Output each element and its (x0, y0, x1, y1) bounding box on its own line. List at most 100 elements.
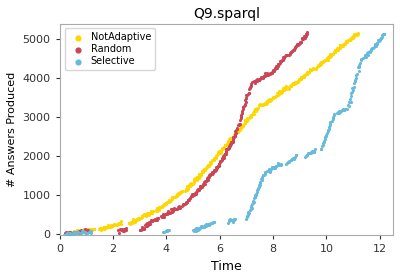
Point (302, 155, 309, 159)
Point (324, 131, 330, 135)
Point (273, 64, 279, 69)
Point (301, 74, 307, 79)
Point (172, 194, 179, 198)
Point (100, 227, 107, 231)
Point (208, 220, 214, 225)
Point (221, 153, 227, 157)
Point (134, 217, 140, 221)
Point (161, 202, 167, 207)
Point (230, 134, 236, 139)
Point (194, 227, 201, 231)
Point (266, 167, 272, 172)
Point (179, 204, 186, 208)
Point (229, 136, 235, 141)
Point (352, 79, 358, 83)
Point (348, 99, 354, 104)
Point (245, 212, 251, 217)
Point (105, 225, 111, 230)
Point (210, 169, 217, 173)
Point (213, 153, 220, 157)
Point (230, 218, 236, 223)
Point (266, 97, 273, 101)
Point (344, 106, 350, 111)
Point (188, 183, 195, 187)
Point (351, 81, 357, 86)
Point (256, 103, 263, 107)
Point (70, 229, 77, 234)
Point (264, 73, 271, 77)
Point (272, 65, 279, 69)
Point (154, 216, 160, 220)
Point (192, 192, 199, 196)
Point (284, 53, 291, 57)
Point (230, 218, 237, 222)
Point (185, 184, 192, 188)
Point (308, 149, 315, 153)
Point (327, 54, 334, 59)
Point (274, 66, 280, 70)
Point (356, 65, 362, 69)
Point (233, 129, 239, 134)
Point (149, 219, 156, 223)
Point (278, 59, 285, 63)
Point (183, 187, 190, 192)
Point (164, 200, 170, 204)
Point (199, 169, 205, 173)
Point (267, 71, 274, 75)
Point (330, 116, 336, 120)
Point (164, 228, 170, 233)
Point (146, 213, 152, 218)
Point (205, 175, 211, 180)
Point (203, 166, 210, 171)
Point (376, 39, 382, 44)
Point (182, 202, 188, 206)
Point (182, 189, 188, 193)
Point (368, 48, 374, 52)
Point (207, 172, 213, 176)
Point (163, 229, 170, 233)
Point (253, 193, 259, 197)
Point (200, 183, 206, 188)
Point (240, 124, 246, 129)
Point (330, 52, 336, 56)
Point (204, 223, 210, 228)
Point (238, 115, 244, 119)
Point (167, 199, 173, 204)
Point (101, 225, 108, 230)
Point (324, 57, 331, 62)
Point (273, 94, 280, 98)
Point (306, 151, 312, 156)
Point (303, 153, 310, 158)
Point (295, 43, 301, 48)
Point (245, 116, 251, 121)
Point (318, 147, 324, 151)
Point (244, 115, 251, 120)
Point (116, 221, 122, 226)
Point (87, 228, 93, 232)
Point (238, 114, 244, 119)
Point (191, 178, 197, 183)
Point (83, 228, 90, 232)
Point (248, 80, 255, 85)
Point (183, 200, 189, 205)
Point (199, 184, 205, 189)
Point (191, 227, 198, 232)
Point (294, 80, 300, 84)
Point (78, 228, 85, 233)
Point (236, 122, 242, 126)
Point (171, 207, 177, 212)
Point (351, 85, 358, 89)
Point (237, 126, 244, 130)
Point (208, 161, 214, 165)
Point (143, 211, 150, 216)
Point (267, 97, 274, 101)
Point (307, 151, 313, 155)
Point (198, 171, 204, 176)
Point (215, 150, 221, 155)
Point (238, 124, 244, 129)
Point (350, 34, 356, 38)
Point (354, 32, 360, 37)
Point (248, 83, 254, 88)
Y-axis label: # Answers Produced: # Answers Produced (7, 72, 17, 187)
Point (220, 146, 227, 151)
